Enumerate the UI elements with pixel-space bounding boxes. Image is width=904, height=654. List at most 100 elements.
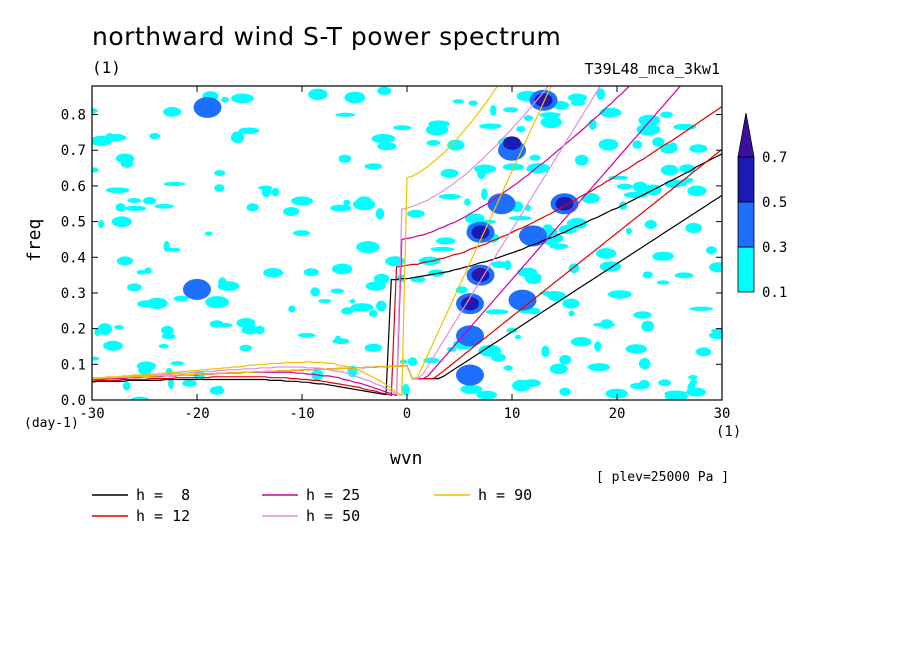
contour-speck <box>356 241 380 253</box>
contour-speck <box>246 203 259 212</box>
contour-speck <box>559 354 572 365</box>
x-tick-label: 0 <box>403 406 411 422</box>
contour-speck <box>114 325 124 330</box>
contour-speck <box>131 396 149 400</box>
contour-speck <box>636 123 661 136</box>
contour-speck <box>539 112 561 118</box>
contour-speck <box>476 390 498 400</box>
contour-speck <box>344 91 366 104</box>
contour-speck <box>524 272 542 285</box>
contour-speck <box>660 143 678 154</box>
dispersion-curve <box>92 86 631 397</box>
contour-speck <box>638 379 650 388</box>
pressure-level-annotation: [ plev=25000 Pa ] <box>596 470 730 485</box>
legend-label: h = 25 <box>306 486 360 504</box>
x-tick-label: 10 <box>504 406 521 422</box>
contour-speck <box>549 243 569 250</box>
contour-speck <box>523 115 534 121</box>
contour-speck <box>350 303 374 312</box>
contour-speck <box>705 246 717 255</box>
contour-speck <box>529 154 541 161</box>
y-tick-label: 0.2 <box>61 322 86 338</box>
title-unit: (1) <box>92 58 121 77</box>
colorbar-label: 0.3 <box>762 240 787 256</box>
contour-speck <box>385 256 405 267</box>
dispersion-curve <box>92 86 552 380</box>
contour-speck <box>468 100 478 106</box>
contour-speck <box>142 197 157 205</box>
contour-speck <box>642 271 653 279</box>
contour-speck <box>271 187 280 197</box>
contour-speck <box>664 390 687 397</box>
contour-speck <box>514 334 522 340</box>
contour-speck <box>353 198 376 211</box>
contour-speck <box>625 227 632 235</box>
contour-speck <box>136 269 146 275</box>
contour-speck <box>127 283 142 292</box>
contour-speck <box>163 181 186 187</box>
contour-speck <box>502 107 519 113</box>
contour-speck <box>645 220 655 229</box>
x-tick-label: -20 <box>184 406 209 422</box>
contour-speck <box>541 345 550 358</box>
contour-speck <box>217 281 240 291</box>
contour-speck <box>364 343 383 352</box>
x-tick-label: -30 <box>79 406 104 422</box>
contour-speck <box>170 361 184 366</box>
x-axis-unit: (1) <box>716 424 742 440</box>
contour-speck <box>120 158 134 168</box>
contour-speck <box>465 213 485 224</box>
contour-speck <box>695 347 712 357</box>
y-tick-label: 0.5 <box>61 215 86 231</box>
contour-speck <box>173 295 189 302</box>
contour-region <box>475 267 486 276</box>
contour-speck <box>308 88 328 101</box>
x-tick-label: -10 <box>289 406 314 422</box>
contour-speck <box>512 379 531 392</box>
contour-speck <box>592 322 616 328</box>
contour-speck <box>447 139 465 151</box>
contour-speck <box>97 323 113 336</box>
contour-speck <box>623 191 648 199</box>
contour-speck <box>214 385 224 394</box>
contour-speck <box>103 340 123 351</box>
contour-speck <box>508 215 532 221</box>
contour-speck <box>689 306 714 311</box>
contour-speck <box>526 307 541 315</box>
contour-speck <box>598 138 619 151</box>
contour-speck <box>506 327 518 334</box>
legend-label: h = 12 <box>136 507 190 525</box>
contour-speck <box>625 344 647 354</box>
contour-speck <box>377 142 397 151</box>
contour-speck <box>291 196 313 206</box>
contour-speck <box>341 307 354 315</box>
dispersion-curve <box>92 106 722 397</box>
dispersion-curve <box>92 86 499 397</box>
colorbar-swatch <box>737 246 755 293</box>
contour-speck <box>549 363 568 375</box>
contour-speck <box>426 140 441 146</box>
contour-speck <box>460 384 483 394</box>
contour-speck <box>144 267 152 274</box>
contour-speck <box>214 184 225 192</box>
contour-speck <box>481 188 488 200</box>
contour-speck <box>542 224 553 233</box>
contour-speck <box>330 288 344 294</box>
contour-speck <box>709 331 722 340</box>
contour-speck <box>399 359 408 365</box>
contour-speck <box>440 168 459 178</box>
contour-speck <box>638 357 651 370</box>
colorbar-swatch <box>737 156 755 203</box>
contour-speck <box>98 220 105 229</box>
contour-speck <box>149 132 161 140</box>
contour-speck <box>161 325 174 336</box>
colorbar-extension <box>737 112 755 158</box>
contour-speck <box>674 272 694 279</box>
contour-speck <box>547 291 566 302</box>
contour-speck <box>331 263 353 275</box>
contour-speck <box>165 247 181 252</box>
y-tick-label: 0.3 <box>61 286 86 302</box>
y-tick-label: 0.4 <box>61 250 86 266</box>
contour-speck <box>596 88 606 100</box>
